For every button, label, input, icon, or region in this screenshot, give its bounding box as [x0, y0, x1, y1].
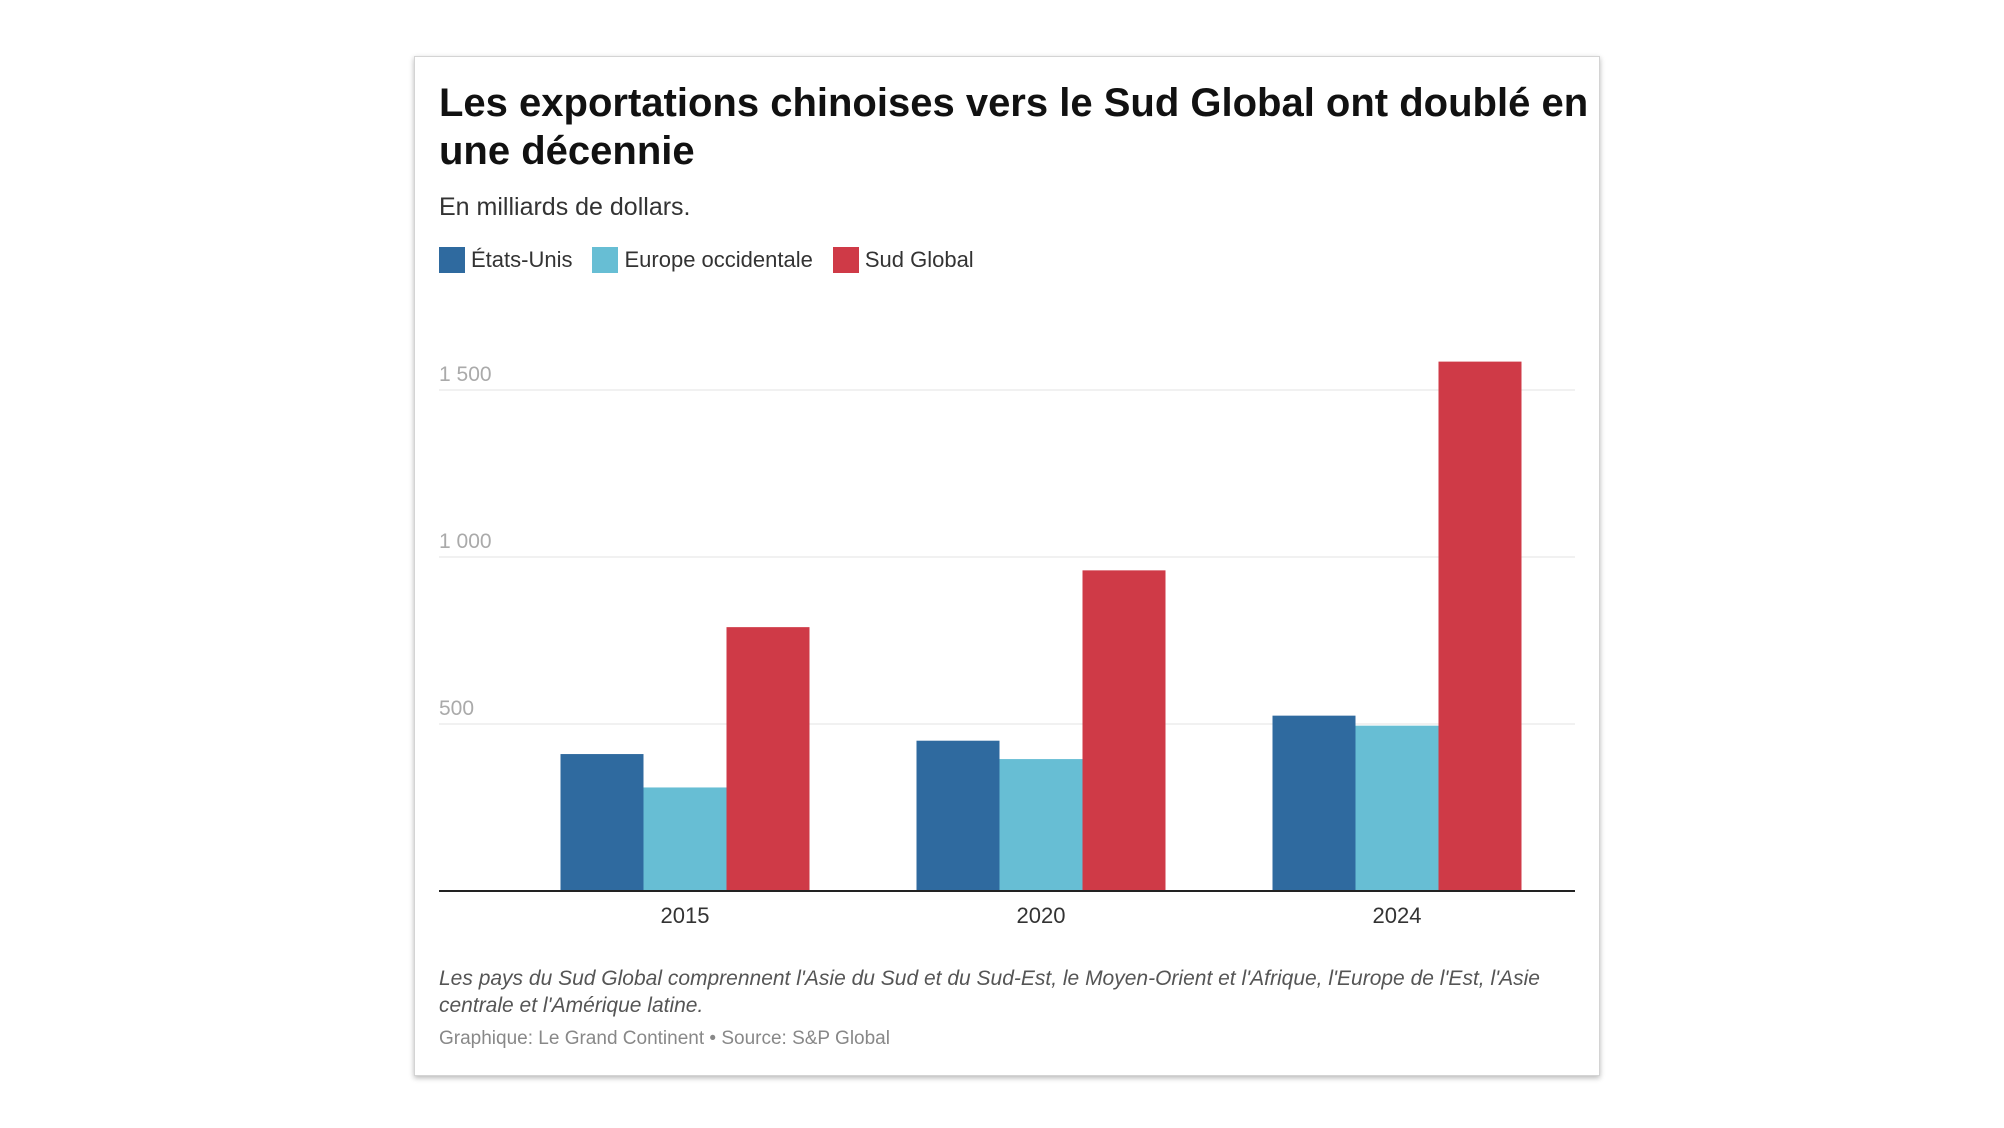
bar-sud-global-2020 [1082, 570, 1166, 891]
legend-label-europe-occidentale: Europe occidentale [624, 247, 813, 272]
chart-title: Les exportations chinoises vers le Sud G… [439, 81, 1589, 173]
chart-card: Les exportations chinoises vers le Sud G… [414, 56, 1600, 1076]
y-tick-label: 1 500 [439, 363, 492, 386]
bar-sud-global-2015 [726, 627, 810, 891]
x-category-label: 2024 [1373, 903, 1422, 928]
bar-europe-occidentale-2024 [1355, 725, 1439, 891]
footnote: Les pays du Sud Global comprennent l'Asi… [439, 967, 1540, 1017]
legend-swatch-sud-global [832, 247, 859, 273]
legend-swatch-etats-unis [439, 247, 465, 273]
y-tick-label: 1 000 [439, 530, 492, 553]
bar-chart: 500 1 000 1 500 2015 2020 2024 [439, 361, 1575, 928]
legend-item-sud-global: Sud Global [832, 247, 974, 273]
bar-etats-unis-2020 [916, 740, 1000, 891]
y-tick-label: 500 [439, 697, 474, 720]
legend: États-Unis Europe occidentale Sud Global [439, 247, 994, 273]
bar-sud-global-2024 [1438, 361, 1522, 891]
chart-subtitle: En milliards de dollars. [439, 193, 691, 221]
bar-etats-unis-2024 [1272, 715, 1356, 891]
bar-europe-occidentale-2020 [999, 759, 1083, 891]
bar-etats-unis-2015 [560, 754, 644, 891]
legend-label-sud-global: Sud Global [864, 247, 974, 272]
x-category-label: 2020 [1017, 903, 1066, 928]
legend-swatch-europe-occidentale [592, 247, 619, 273]
legend-label-etats-unis: États-Unis [471, 247, 573, 272]
source-credit: Graphique: Le Grand Continent • Source: … [439, 1028, 890, 1049]
legend-item-europe-occidentale: Europe occidentale [592, 247, 813, 273]
legend-item-etats-unis: États-Unis [439, 247, 572, 273]
bar-europe-occidentale-2015 [643, 787, 727, 891]
x-category-label: 2015 [661, 903, 710, 928]
